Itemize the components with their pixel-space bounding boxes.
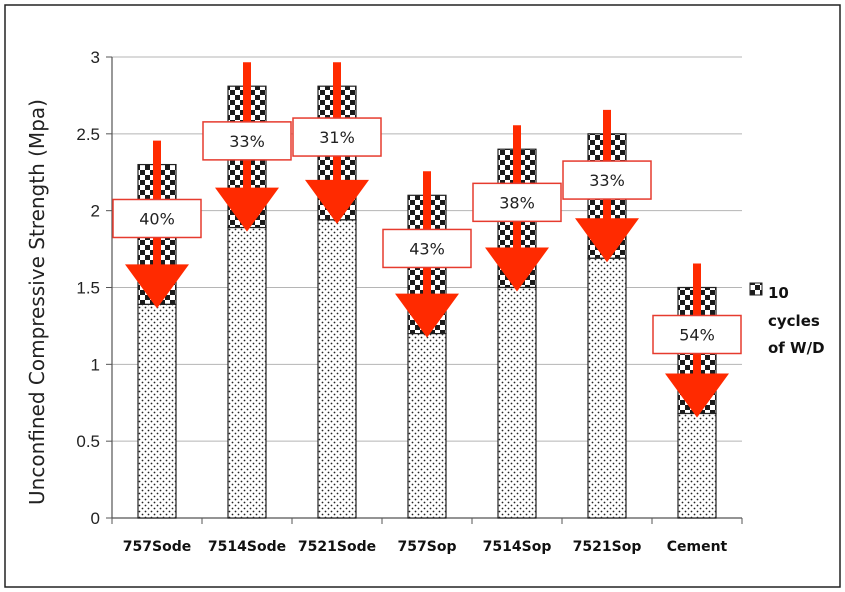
y-tick-label: 2.5 xyxy=(76,125,100,144)
y-tick-labels: 0 0.5 1 1.5 2 2.5 3 xyxy=(76,48,100,528)
bar-after xyxy=(497,286,537,519)
x-tick-label: 7521Sode xyxy=(298,539,376,555)
legend: 10 cycles of W/D xyxy=(749,282,825,357)
reduction-label: 33% xyxy=(229,132,265,151)
reduction-label: 43% xyxy=(409,239,445,258)
legend-label: of W/D xyxy=(768,339,825,357)
x-tick-label: Cement xyxy=(667,539,728,555)
reduction-label-box xyxy=(292,117,382,157)
legend-label: 10 xyxy=(768,284,789,302)
reduction-label-box xyxy=(472,182,562,223)
bar-after xyxy=(407,333,447,519)
y-axis-title: Unconfined Compressive Strength (Mpa) xyxy=(25,99,49,505)
bar-after xyxy=(137,303,177,519)
y-tick-label: 3 xyxy=(91,48,100,67)
reduction-label-box xyxy=(382,228,472,269)
y-tick-label: 1 xyxy=(91,355,100,374)
reduction-label: 31% xyxy=(319,128,355,147)
y-tick-label: 0 xyxy=(91,509,100,528)
reduction-label-box xyxy=(202,121,292,161)
reduction-label-box xyxy=(652,314,742,355)
legend-swatch xyxy=(749,282,763,296)
reduction-label: 33% xyxy=(589,171,625,190)
x-tick-label: 7521Sop xyxy=(573,539,642,555)
bar-after xyxy=(317,219,357,519)
legend-label: cycles xyxy=(768,312,820,330)
reduction-annotations: 40% 33% 31% 43% 38% 33% 54% xyxy=(112,62,742,418)
reduction-label: 38% xyxy=(499,193,535,212)
bar-after xyxy=(587,257,627,519)
reduction-label-box xyxy=(112,198,202,239)
bar-after xyxy=(227,226,267,519)
category-labels: 757Sode 7514Sode 7521Sode 757Sop 7514Sop 7521… xyxy=(123,539,728,555)
x-tick-label: 7514Sode xyxy=(208,539,286,555)
y-tick-label: 0.5 xyxy=(76,432,100,451)
x-tick-label: 7514Sop xyxy=(483,539,552,555)
bar-after xyxy=(677,412,717,519)
x-tick-label: 757Sode xyxy=(123,539,191,555)
x-tick-label: 757Sop xyxy=(398,539,457,555)
reduction-label: 54% xyxy=(679,326,715,345)
reduction-label: 40% xyxy=(139,209,175,228)
y-tick-label: 1.5 xyxy=(76,279,100,298)
y-tick-label: 2 xyxy=(91,202,100,221)
reduction-label-box xyxy=(562,160,652,200)
